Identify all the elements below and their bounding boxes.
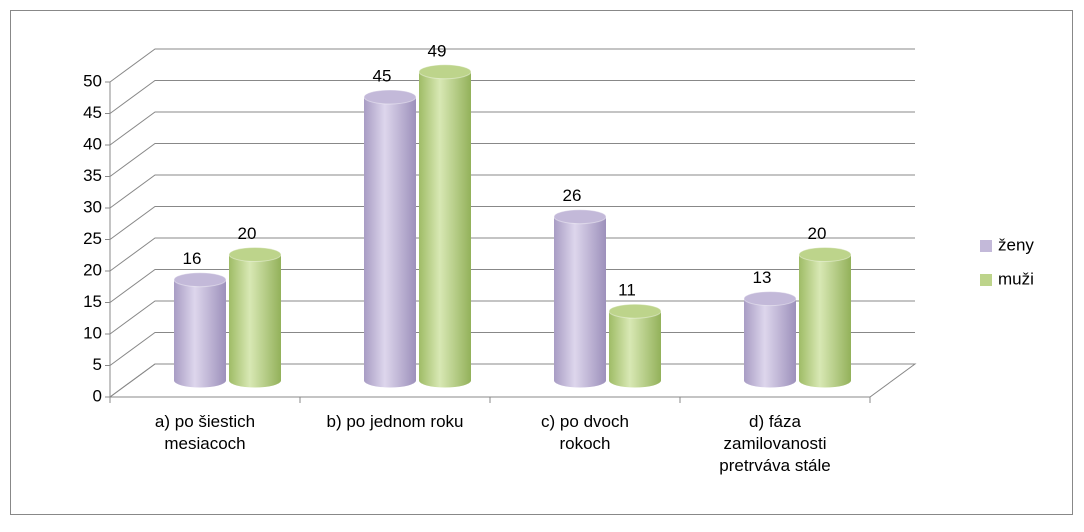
grid-line xyxy=(109,332,915,366)
cylinder-body xyxy=(744,298,796,388)
x-tick-label: c) po dvoch rokoch xyxy=(541,412,629,453)
cylinder-top xyxy=(418,64,472,80)
value-label: 13 xyxy=(753,268,772,287)
value-label: 16 xyxy=(183,249,202,268)
x-tick-label: a) po šiestich mesiacoch xyxy=(154,412,256,453)
cylinder-top xyxy=(553,209,607,225)
x-tick-label: d) fáza zamilovanosti pretrváva stále xyxy=(719,412,831,475)
value-label: 11 xyxy=(618,281,636,300)
y-tick-label: 25 xyxy=(83,229,102,248)
grid-line xyxy=(109,237,915,272)
cylinder-top xyxy=(228,247,282,262)
y-tick-label: 30 xyxy=(83,197,102,216)
grid-line xyxy=(109,111,915,146)
y-tick-label: 20 xyxy=(83,260,102,279)
y-tick-label: 45 xyxy=(83,103,102,122)
x-tick-label-box: a) po šiestich mesiacoch xyxy=(154,412,256,453)
value-label: 20 xyxy=(238,224,257,243)
x-tick-label-box: b) po jednom roku xyxy=(326,412,464,431)
grid-line xyxy=(109,80,915,114)
cylinder-top xyxy=(608,303,662,319)
cylinder-top xyxy=(363,89,417,105)
cylinder-top xyxy=(743,291,797,307)
cylinder-body xyxy=(229,254,281,388)
value-label: 49 xyxy=(428,41,447,60)
cylinder-body xyxy=(609,311,661,388)
grid-line xyxy=(109,143,915,177)
cylinder xyxy=(173,272,227,388)
grid-line xyxy=(109,269,915,303)
cylinder xyxy=(743,291,797,388)
cylinder xyxy=(553,209,607,388)
grid-line xyxy=(109,174,915,209)
x-tick-label-box: d) fáza zamilovanosti pretrváva stále xyxy=(719,412,831,475)
cylinder xyxy=(228,247,282,388)
y-tick-label: 10 xyxy=(83,323,102,342)
y-tick-label: 40 xyxy=(83,134,102,153)
y-tick-label: 0 xyxy=(93,386,102,405)
grid-line xyxy=(109,363,915,398)
y-tick-label: 35 xyxy=(83,166,102,185)
cylinder-body xyxy=(364,97,416,388)
x-tick-label-box: c) po dvoch rokoch xyxy=(541,412,629,453)
grid-line xyxy=(109,300,915,335)
grid-line xyxy=(109,48,915,83)
legend-label: muži xyxy=(998,269,1034,288)
cylinder-body xyxy=(419,71,471,388)
value-label: 26 xyxy=(563,186,582,205)
cylinder xyxy=(418,64,472,388)
value-label: 20 xyxy=(808,224,827,243)
cylinder-body xyxy=(799,254,851,388)
y-tick-label: 15 xyxy=(83,292,102,311)
chart-border xyxy=(10,10,1073,515)
cylinder-body xyxy=(554,216,606,388)
value-label: 45 xyxy=(373,66,392,85)
cylinder xyxy=(798,247,852,388)
legend-swatch xyxy=(980,274,992,286)
cylinder xyxy=(608,303,662,388)
y-tick-label: 50 xyxy=(83,71,102,90)
cylinder xyxy=(363,89,417,388)
legend-label: ženy xyxy=(998,235,1034,254)
grid-line xyxy=(109,206,915,240)
cylinder-top xyxy=(798,247,852,262)
cylinder-body xyxy=(174,279,227,388)
y-tick-label: 5 xyxy=(93,355,102,374)
legend-swatch xyxy=(980,240,992,252)
cylinder-top xyxy=(173,272,227,288)
x-tick-label: b) po jednom roku xyxy=(326,412,464,431)
